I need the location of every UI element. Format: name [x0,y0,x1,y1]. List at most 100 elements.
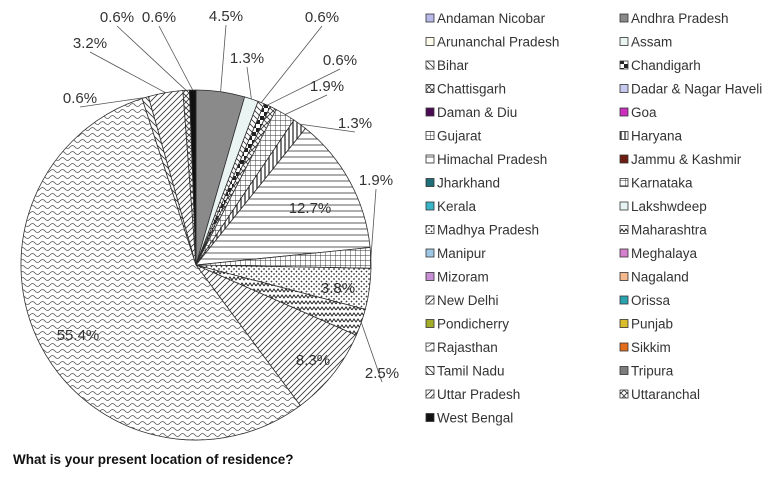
legend-label-bihar: Bihar [437,58,469,73]
legend-item-tripura: Tripura [619,364,674,379]
leader-line-andhra-pradesh [220,24,227,92]
data-label-maharashtra: 2.5% [365,365,399,382]
data-label-chandigarh: 0.6% [323,52,357,69]
legend-item-uttar-pradesh: Uttar Pradesh [425,387,520,402]
legend-item-sikkim: Sikkim [619,340,671,355]
leader-line-gujarat [285,94,328,115]
legend-swatch-andaman-nicobar [425,13,435,23]
legend-label-punjab: Punjab [631,317,673,332]
legend-item-punjab: Punjab [619,317,673,332]
legend-swatch-madhya-pradesh [425,225,435,234]
legend-label-dadar-nagar-haveli: Dadar & Nagar Haveli [631,82,762,97]
legend-item-goa: Goa [619,105,657,120]
legend-item-rajasthan: Rajasthan [425,340,498,355]
legend-item-lakshwdeep: Lakshwdeep [619,199,707,214]
leader-line-maharashtra [360,322,383,383]
legend-label-kerala: Kerala [437,199,477,214]
legend-swatch-nagaland [619,272,629,281]
legend-label-chandigarh: Chandigarh [631,58,701,73]
legend-item-pondicherry: Pondicherry [425,317,509,332]
legend-swatch-assam [619,37,629,46]
legend-item-gujarat: Gujarat [425,129,482,144]
legend-item-new-delhi: New Delhi [425,293,499,308]
legend-item-andaman-nicobar: Andaman Nicobar [425,11,546,26]
legend-label-mizoram: Mizoram [437,270,489,285]
legend-swatch-goa [619,107,629,117]
legend-item-chandigarh: Chandigarh [619,58,701,73]
legend-swatch-dadar-nagar-haveli [619,84,629,93]
legend-item-orissa: Orissa [619,293,670,308]
leader-line-chandigarh [267,68,341,106]
legend-label-jammu-kashmir: Jammu & Kashmir [631,152,742,167]
legend-label-arunanchal-pradesh: Arunanchal Pradesh [437,35,559,50]
leader-lines [79,24,383,383]
legend-label-sikkim: Sikkim [631,340,671,355]
legend-label-orissa: Orissa [631,293,670,308]
legend-swatch-bihar [425,60,435,70]
legend-swatch-tripura [619,366,629,375]
data-label-uttar-pradesh: 3.2% [73,35,107,52]
legend-label-himachal-pradesh: Himachal Pradesh [437,152,547,167]
legend-item-madhya-pradesh: Madhya Pradesh [425,223,539,238]
legend-swatch-karnataka [619,178,629,187]
legend-label-goa: Goa [631,105,657,120]
legend-item-nagaland: Nagaland [619,270,689,285]
legend-item-kerala: Kerala [425,199,477,214]
pie-slice-himachal-pradesh [195,127,371,266]
data-label-assam: 1.3% [230,50,264,67]
legend-label-karnataka: Karnataka [631,176,693,191]
leader-line-tamil-nadu [79,97,146,108]
data-label-uttaranchal: 0.6% [100,9,134,26]
legend-item-andhra-pradesh: Andhra Pradesh [619,11,729,26]
legend-item-karnataka: Karnataka [619,176,693,191]
legend-item-maharashtra: Maharashtra [619,223,707,238]
legend-item-assam: Assam [619,35,672,50]
legend-item-mizoram: Mizoram [425,270,489,285]
legend-swatch-maharashtra [619,225,629,234]
legend-swatch-andhra-pradesh [619,13,629,23]
legend-item-tamil-nadu: Tamil Nadu [425,364,505,379]
data-label-bihar: 0.6% [305,9,339,26]
legend-swatch-new-delhi [425,295,435,305]
legend-label-chattisgarh: Chattisgarh [437,82,506,97]
data-label-andhra-pradesh: 4.5% [209,8,243,25]
legend-label-manipur: Manipur [437,246,486,261]
data-label-rajasthan: 55.4% [57,327,100,344]
chart-title: What is your present location of residen… [13,452,294,467]
legend-swatch-kerala [425,201,435,211]
legend-swatch-punjab [619,319,629,328]
legend-label-andaman-nicobar: Andaman Nicobar [437,11,546,26]
legend-item-manipur: Manipur [425,246,486,261]
pie-slice-west-bengal [189,89,197,266]
legend-item-jammu-kashmir: Jammu & Kashmir [619,152,742,167]
data-label-gujarat: 1.9% [310,78,344,95]
legend-swatch-haryana [619,131,629,140]
leader-line-karnataka [370,188,377,258]
legend-swatch-rajasthan [425,342,435,352]
legend-swatch-jharkhand [425,178,435,187]
legend-label-assam: Assam [631,35,672,50]
data-label-west-bengal: 0.6% [142,9,176,26]
legend-item-haryana: Haryana [619,129,683,144]
legend-label-maharashtra: Maharashtra [631,223,707,238]
leader-line-haryana [299,123,356,133]
data-label-madhya-pradesh: 3.8% [321,280,355,297]
leader-line-assam [246,66,252,100]
legend-swatch-uttaranchal [619,389,629,399]
legend-item-west-bengal: West Bengal [425,411,513,426]
legend-item-himachal-pradesh: Himachal Pradesh [425,152,547,167]
pie-slices [20,89,372,441]
legend-swatch-chandigarh [619,60,629,70]
legend-swatch-uttar-pradesh [425,389,435,399]
legend-label-daman-diu: Daman & Diu [437,105,517,120]
data-label-haryana: 1.3% [338,115,372,132]
legend-label-madhya-pradesh: Madhya Pradesh [437,223,539,238]
legend-label-andhra-pradesh: Andhra Pradesh [631,11,729,26]
legend-label-lakshwdeep: Lakshwdeep [631,199,707,214]
leader-line-uttaranchal [116,25,187,91]
legend-swatch-manipur [425,248,435,258]
legend-label-meghalaya: Meghalaya [631,246,698,261]
legend-label-tripura: Tripura [631,364,674,379]
data-label-tamil-nadu: 0.6% [63,90,97,107]
